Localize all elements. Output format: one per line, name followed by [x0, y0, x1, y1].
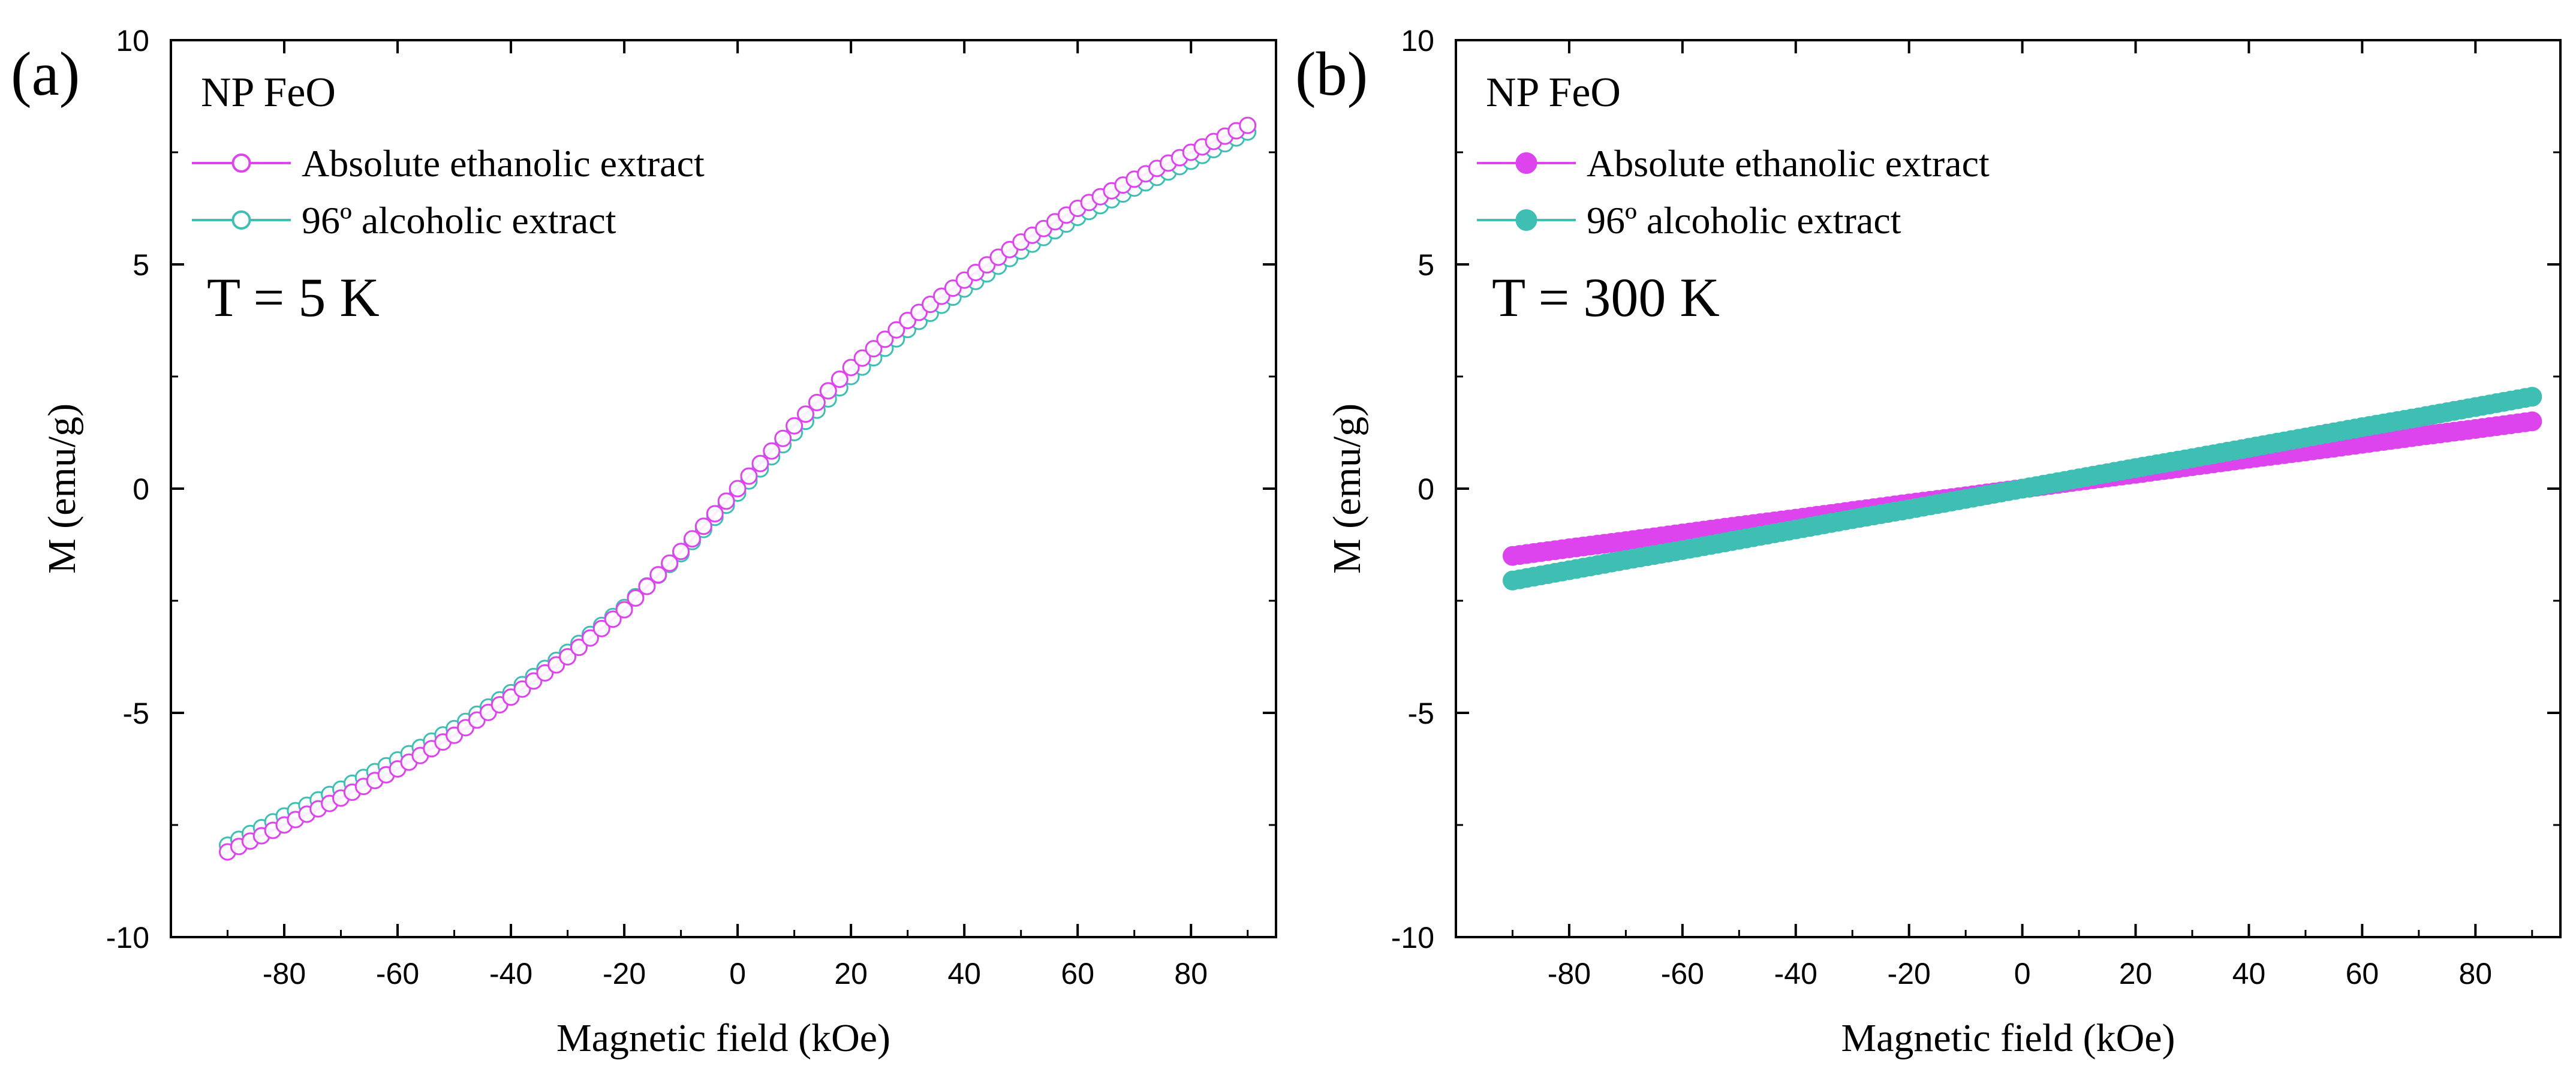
panel-b: (b) -80 -60 -40 -20 0 20 40 60 80 -10 -5 0 5 10 NP Fe… — [1295, 24, 2562, 1060]
panel-a-data-point — [729, 480, 747, 498]
panel-a-data-point — [672, 543, 690, 561]
panel-a-data-point — [842, 359, 860, 377]
panel-b-legend-label: 96º alcoholic extract — [1587, 199, 1901, 242]
panel-b-temperature-label: T = 300 K — [1492, 267, 1720, 328]
panel-b-x-axis-title: Magnetic field (kOe) — [1841, 1016, 2175, 1060]
panel-a-legend-entry-absolute: Absolute ethanolic extract — [192, 142, 705, 185]
panel-a-y-axis-title: M (emu/g) — [40, 403, 84, 574]
panel-a-data-point — [887, 321, 905, 339]
panel-b-x-tick-label: 0 — [2014, 957, 2031, 990]
panel-a-data-point — [1239, 116, 1257, 134]
panel-b-y-tick-label: 5 — [1418, 248, 1434, 282]
panel-b-x-tick-label: 80 — [2458, 957, 2492, 990]
panel-a-legend-title: NP FeO — [201, 70, 336, 116]
panel-a-data-point — [865, 340, 883, 358]
panel-a-data-point — [604, 610, 622, 628]
panel-a-x-tick-label: -20 — [603, 957, 646, 990]
panel-a-data-point — [706, 505, 724, 523]
panel-a-data-point — [615, 601, 633, 619]
panel-a-data-point — [763, 442, 781, 460]
panel-b-legend-title: NP FeO — [1486, 70, 1621, 116]
panel-a-data-point — [592, 619, 610, 637]
panel-b-legend-marker — [1515, 209, 1537, 231]
panel-a-data-point — [627, 589, 645, 607]
panel-b-legend-label: Absolute ethanolic extract — [1587, 142, 1990, 185]
panel-b-y-tick-label: 10 — [1401, 24, 1434, 58]
panel-a-data-point — [808, 393, 826, 411]
panel-a-data-point — [786, 417, 804, 435]
panel-a-data-point — [638, 577, 656, 595]
panel-a-legend-label: 96º alcoholic extract — [302, 199, 616, 242]
panel-a-data-point — [581, 629, 599, 647]
panel-a-x-tick-label: 80 — [1174, 957, 1208, 990]
panel-a-data-point — [853, 349, 871, 367]
panel-a: (a) -80 -60 -40 -20 0 20 40 60 80 -10 -5 0 5 10 NP Fe… — [11, 24, 1277, 1060]
panel-b-y-tick-label: -10 — [1391, 921, 1434, 954]
panel-b-legend-entry-absolute: Absolute ethanolic extract — [1477, 142, 1990, 185]
panel-a-legend-entry-96: 96º alcoholic extract — [192, 199, 616, 242]
panel-b-x-tick-label: -40 — [1774, 957, 1817, 990]
panel-a-series-absolute — [219, 116, 1257, 861]
panel-a-x-tick-label: -60 — [376, 957, 419, 990]
panel-b-legend-entry-96: 96º alcoholic extract — [1477, 199, 1901, 242]
panel-b-x-tick-label: -20 — [1888, 957, 1931, 990]
panel-a-data-point — [570, 639, 588, 657]
panel-a-x-tick-label: -80 — [263, 957, 306, 990]
panel-a-legend-label: Absolute ethanolic extract — [302, 142, 705, 185]
panel-a-data-point — [661, 554, 679, 572]
panel-b-x-tick-label: 40 — [2232, 957, 2266, 990]
panel-a-data-point — [694, 517, 712, 535]
panel-a-x-axis-title: Magnetic field (kOe) — [556, 1016, 890, 1060]
panel-b-legend-marker — [1515, 152, 1537, 174]
panel-b-data-point — [2522, 411, 2542, 432]
panel-b-x-tick-label: 20 — [2119, 957, 2153, 990]
panel-a-data-point — [740, 467, 758, 485]
panel-a-data-point — [797, 405, 814, 423]
panel-a-data-point — [717, 492, 735, 510]
panel-a-legend-marker — [231, 210, 251, 230]
panel-a-x-tick-label: -40 — [489, 957, 532, 990]
panel-a-x-tick-label: 40 — [947, 957, 981, 990]
panel-b-x-tick-label: -80 — [1548, 957, 1591, 990]
panel-a-x-tick-label: 60 — [1061, 957, 1094, 990]
panel-a-data-point — [649, 566, 667, 584]
panel-a-data-point — [559, 648, 577, 666]
panel-b-y-tick-label: -5 — [1408, 697, 1434, 730]
panel-a-data-point — [819, 382, 837, 400]
panel-a-y-tick-label: -5 — [123, 697, 149, 730]
panel-b-data-point — [2522, 387, 2542, 407]
panel-a-x-tick-label: 0 — [729, 957, 746, 990]
panel-a-y-tick-label: 10 — [116, 24, 149, 58]
panel-b-series-96 — [1503, 387, 2542, 591]
panel-a-y-tick-label: 0 — [133, 472, 149, 506]
panel-b-y-axis-title: M (emu/g) — [1325, 403, 1369, 574]
panel-a-legend-marker — [231, 153, 251, 173]
panel-b-x-tick-label: 60 — [2346, 957, 2379, 990]
panel-a-y-tick-label: -10 — [106, 921, 149, 954]
panel-a-data-point — [751, 454, 769, 472]
panel-a-data-point — [876, 330, 894, 348]
panel-a-x-tick-label: 20 — [834, 957, 868, 990]
panel-a-y-tick-label: 5 — [133, 248, 149, 282]
panel-a-data-point — [684, 530, 701, 548]
panel-a-data-point — [830, 371, 848, 388]
panel-a-temperature-label: T = 5 K — [207, 267, 380, 328]
panel-a-data-point — [774, 429, 792, 447]
panel-b-x-tick-label: -60 — [1661, 957, 1704, 990]
panel-a-label: (a) — [11, 40, 80, 109]
panel-b-label: (b) — [1295, 40, 1368, 109]
panel-b-y-tick-label: 0 — [1418, 472, 1434, 506]
